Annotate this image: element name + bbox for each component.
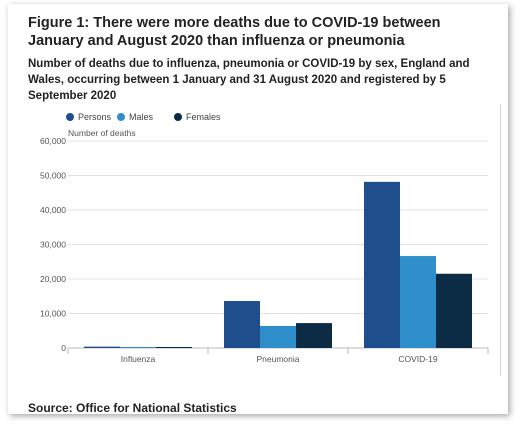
bar-males-influenza <box>120 347 156 348</box>
y-tick-label: 20,000 <box>40 274 66 284</box>
bars <box>84 181 472 348</box>
x-tick-label: Influenza <box>121 354 156 364</box>
legend-swatch-females <box>174 113 182 121</box>
bar-females-pneumonia <box>296 323 332 348</box>
bar-females-covid-19 <box>436 273 472 348</box>
legend-swatch-persons <box>66 113 74 121</box>
bar-chart: Persons Males Females Number of deaths 0 10… <box>40 112 489 364</box>
bar-persons-influenza <box>84 346 120 348</box>
y-tick-label: 0 <box>61 343 66 353</box>
x-tick-label: COVID-19 <box>398 354 437 364</box>
gridlines <box>68 140 488 349</box>
chart-legend: Persons Males Females <box>66 112 221 122</box>
legend-label-males: Males <box>129 112 154 122</box>
chart-card: Figure 1: There were more deaths due to … <box>8 4 508 415</box>
chart-subtitle: Number of deaths due to influenza, pneum… <box>28 58 470 102</box>
y-tick-label: 10,000 <box>40 309 66 319</box>
chart-title: Figure 1: There were more deaths due to … <box>28 15 441 49</box>
x-axis: Influenza Pneumonia COVID-19 <box>67 348 489 364</box>
bar-males-pneumonia <box>260 325 296 348</box>
source-note: Source: Office for National Statistics <box>28 401 237 415</box>
y-tick-label: 50,000 <box>40 171 66 181</box>
bar-females-influenza <box>156 347 192 348</box>
y-axis-label: Number of deaths <box>68 128 136 138</box>
y-tick-label: 60,000 <box>40 136 66 146</box>
bar-persons-pneumonia <box>224 301 260 348</box>
chart-panel: Persons Males Females Number of deaths 0 10… <box>28 104 501 376</box>
x-tick-label: Pneumonia <box>256 354 299 364</box>
bar-persons-covid-19 <box>364 181 400 348</box>
y-tick-label: 40,000 <box>40 205 66 215</box>
legend-label-persons: Persons <box>78 112 112 122</box>
bar-males-covid-19 <box>400 256 436 348</box>
y-axis-ticks: 0 10,000 20,000 30,000 40,000 50,000 60,000 <box>40 136 66 353</box>
legend-swatch-males <box>117 113 125 121</box>
y-tick-label: 30,000 <box>40 240 66 250</box>
legend-label-females: Females <box>186 112 221 122</box>
